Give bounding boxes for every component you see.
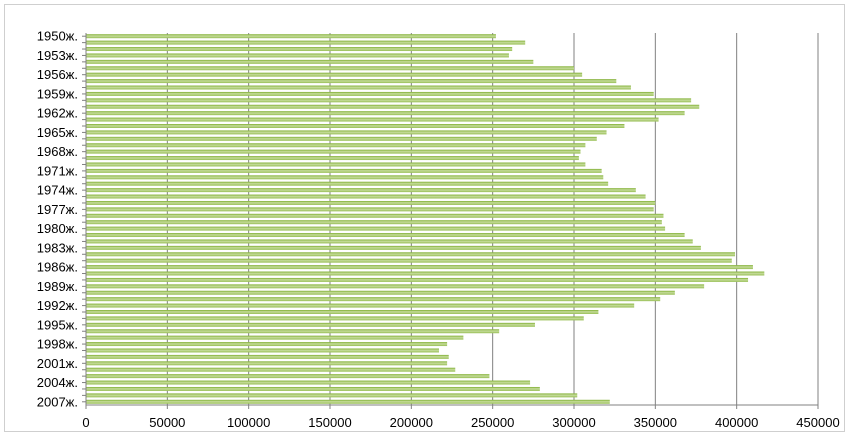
bar-1999ж. (86, 348, 439, 353)
y-tick-labels: 1950ж. 1953ж. 1956ж. 1959ж. 1962ж. 1965ж. 1968… (37, 29, 78, 410)
bar-1969ж. (86, 156, 579, 161)
bar-2004ж. (86, 380, 531, 385)
bar-2001ж. (86, 361, 448, 366)
bar-1990ж. (86, 290, 675, 295)
bar-1966ж. (86, 136, 597, 141)
bar-1970ж. (86, 162, 586, 167)
x-tick-label: 150000 (308, 415, 351, 430)
bar-1982ж. (86, 239, 693, 244)
bar-2005ж. (86, 386, 540, 391)
bar-1995ж. (86, 322, 535, 327)
bar-1959ж. (86, 91, 654, 96)
x-tick-label: 400000 (715, 415, 758, 430)
bar-1986ж. (86, 265, 753, 270)
y-tick-label: 1980ж. (37, 221, 78, 236)
bar-1975ж. (86, 194, 646, 199)
bar-1996ж. (86, 329, 500, 334)
bar-1985ж. (86, 258, 732, 263)
bar-1983ж. (86, 245, 701, 250)
bar-1971ж. (86, 168, 602, 173)
bar-2006ж. (86, 393, 578, 398)
bar-1953ж. (86, 53, 509, 58)
bar-1988ж. (86, 277, 749, 282)
bar-1997ж. (86, 335, 464, 340)
bar-1962ж. (86, 111, 685, 116)
y-tick-label: 1965ж. (37, 125, 78, 140)
bar-1991ж. (86, 297, 661, 302)
y-tick-label: 1974ж. (37, 183, 78, 198)
bar-1976ж. (86, 200, 656, 205)
y-tick-label: 2007ж. (37, 394, 78, 409)
bar-1987ж. (86, 271, 765, 276)
bar-1993ж. (86, 310, 599, 314)
x-tick-label: 450000 (796, 415, 839, 430)
y-tick-label: 1986ж. (37, 260, 78, 275)
bar-1955ж. (86, 66, 574, 71)
bar-1958ж. (86, 85, 631, 90)
bar-1973ж. (86, 181, 609, 186)
bar-1957ж. (86, 79, 617, 84)
bar-1960ж. (86, 98, 692, 103)
bar-1965ж. (86, 130, 607, 135)
y-tick-label: 1995ж. (37, 317, 78, 332)
bar-1954ж. (86, 59, 534, 64)
axes (82, 33, 819, 409)
bars (86, 34, 765, 404)
bar-2003ж. (86, 374, 490, 379)
x-tick-label: 300000 (552, 415, 595, 430)
y-tick-label: 1989ж. (37, 279, 78, 294)
y-tick-label: 1950ж. (37, 29, 78, 44)
bar-1980ж. (86, 226, 666, 231)
bar-1956ж. (86, 72, 583, 77)
x-tick-labels: 0 50000 100000 150000 200000 250000 300000 3500… (82, 415, 839, 430)
y-tick-label: 1977ж. (37, 202, 78, 217)
bar-1963ж. (86, 117, 659, 122)
bar-1992ж. (86, 303, 635, 308)
y-tick-label: 1992ж. (37, 298, 78, 313)
y-tick-label: 1998ж. (37, 337, 78, 352)
y-tick-label: 1953ж. (37, 48, 78, 63)
bar-1964ж. (86, 124, 625, 128)
bar-1989ж. (86, 284, 705, 289)
bar-1967ж. (86, 143, 586, 148)
bar-1979ж. (86, 220, 662, 225)
bar-1968ж. (86, 149, 581, 154)
y-tick-label: 1959ж. (37, 86, 78, 101)
y-tick-label: 1983ж. (37, 240, 78, 255)
bar-2007ж. (86, 399, 610, 404)
bar-1950ж. (86, 34, 496, 39)
bar-1951ж. (86, 40, 526, 45)
x-tick-label: 350000 (634, 415, 677, 430)
x-tick-label: 200000 (390, 415, 433, 430)
x-tick-label: 50000 (149, 415, 185, 430)
y-tick-label: 1971ж. (37, 163, 78, 178)
bar-1998ж. (86, 342, 448, 347)
bar-1961ж. (86, 104, 700, 109)
bar-2000ж. (86, 354, 449, 359)
bar-1977ж. (86, 207, 654, 212)
bar-1978ж. (86, 213, 664, 218)
bar-1972ж. (86, 175, 604, 180)
x-tick-label: 0 (82, 415, 89, 430)
x-tick-label: 100000 (227, 415, 270, 430)
bar-1994ж. (86, 316, 584, 321)
bar-1974ж. (86, 188, 636, 193)
y-tick-label: 2001ж. (37, 356, 78, 371)
x-tick-label: 250000 (471, 415, 514, 430)
bar-1984ж. (86, 252, 736, 257)
y-tick-label: 2004ж. (37, 375, 78, 390)
bar-1981ж. (86, 233, 685, 238)
y-tick-label: 1956ж. (37, 67, 78, 82)
bar-2002ж. (86, 367, 456, 372)
y-tick-label: 1968ж. (37, 144, 78, 159)
bar-1952ж. (86, 47, 513, 52)
y-tick-label: 1962ж. (37, 106, 78, 121)
